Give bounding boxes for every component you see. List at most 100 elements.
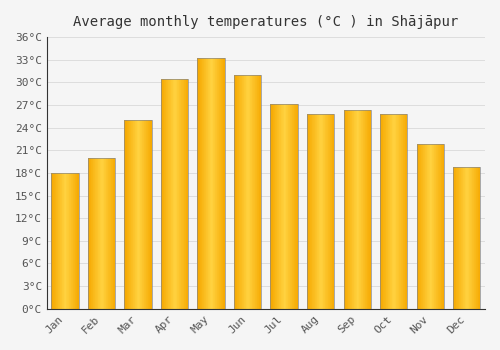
Bar — [273, 104, 274, 309]
Bar — [360, 110, 362, 309]
Bar — [287, 104, 288, 309]
Bar — [350, 110, 351, 309]
Bar — [325, 114, 326, 309]
Bar — [295, 104, 296, 309]
Bar — [210, 58, 211, 309]
Bar — [241, 75, 242, 309]
Bar — [254, 75, 255, 309]
Bar — [88, 158, 116, 309]
Bar — [220, 58, 222, 309]
Bar — [478, 167, 479, 309]
Bar — [248, 75, 249, 309]
Bar — [424, 144, 425, 309]
Bar — [429, 144, 430, 309]
Bar — [224, 58, 225, 309]
Bar — [293, 104, 294, 309]
Bar — [161, 79, 188, 309]
Bar — [170, 79, 171, 309]
Bar — [314, 114, 315, 309]
Bar — [151, 120, 152, 309]
Bar — [346, 110, 347, 309]
Bar — [252, 75, 253, 309]
Bar — [172, 79, 174, 309]
Bar — [239, 75, 240, 309]
Bar — [366, 110, 367, 309]
Bar — [270, 104, 298, 309]
Bar — [185, 79, 186, 309]
Bar — [364, 110, 366, 309]
Bar — [382, 114, 383, 309]
Bar — [186, 79, 187, 309]
Bar — [111, 158, 112, 309]
Bar — [353, 110, 354, 309]
Bar — [433, 144, 434, 309]
Bar — [420, 144, 422, 309]
Bar — [328, 114, 329, 309]
Bar — [102, 158, 103, 309]
Bar — [288, 104, 289, 309]
Bar — [428, 144, 429, 309]
Bar — [333, 114, 334, 309]
Bar — [60, 173, 61, 309]
Bar — [322, 114, 323, 309]
Bar — [418, 144, 420, 309]
Bar — [357, 110, 358, 309]
Bar — [316, 114, 318, 309]
Bar — [198, 58, 225, 309]
Bar — [282, 104, 283, 309]
Bar — [352, 110, 353, 309]
Bar — [101, 158, 102, 309]
Bar — [134, 120, 136, 309]
Bar — [286, 104, 287, 309]
Bar — [137, 120, 138, 309]
Bar — [466, 167, 468, 309]
Bar — [313, 114, 314, 309]
Bar — [362, 110, 364, 309]
Bar — [109, 158, 110, 309]
Bar — [94, 158, 95, 309]
Bar — [244, 75, 245, 309]
Bar — [92, 158, 94, 309]
Bar — [258, 75, 260, 309]
Bar — [76, 173, 77, 309]
Bar — [176, 79, 178, 309]
Bar — [349, 110, 350, 309]
Bar — [344, 110, 345, 309]
Bar — [434, 144, 435, 309]
Bar — [315, 114, 316, 309]
Bar — [126, 120, 127, 309]
Bar — [169, 79, 170, 309]
Bar — [255, 75, 256, 309]
Bar — [97, 158, 98, 309]
Bar — [234, 75, 236, 309]
Bar — [208, 58, 209, 309]
Bar — [99, 158, 100, 309]
Bar — [284, 104, 285, 309]
Bar — [72, 173, 74, 309]
Bar — [453, 167, 480, 309]
Bar — [453, 167, 454, 309]
Bar — [222, 58, 223, 309]
Bar — [427, 144, 428, 309]
Bar — [245, 75, 246, 309]
Bar — [251, 75, 252, 309]
Bar — [367, 110, 368, 309]
Bar — [398, 114, 399, 309]
Bar — [402, 114, 404, 309]
Bar — [54, 173, 55, 309]
Bar — [332, 114, 333, 309]
Bar — [331, 114, 332, 309]
Bar — [236, 75, 238, 309]
Bar — [136, 120, 137, 309]
Bar — [161, 79, 162, 309]
Bar — [204, 58, 205, 309]
Bar — [425, 144, 426, 309]
Bar — [187, 79, 188, 309]
Bar — [130, 120, 132, 309]
Bar — [240, 75, 241, 309]
Bar — [66, 173, 67, 309]
Bar — [108, 158, 109, 309]
Bar — [59, 173, 60, 309]
Bar — [213, 58, 214, 309]
Bar — [53, 173, 54, 309]
